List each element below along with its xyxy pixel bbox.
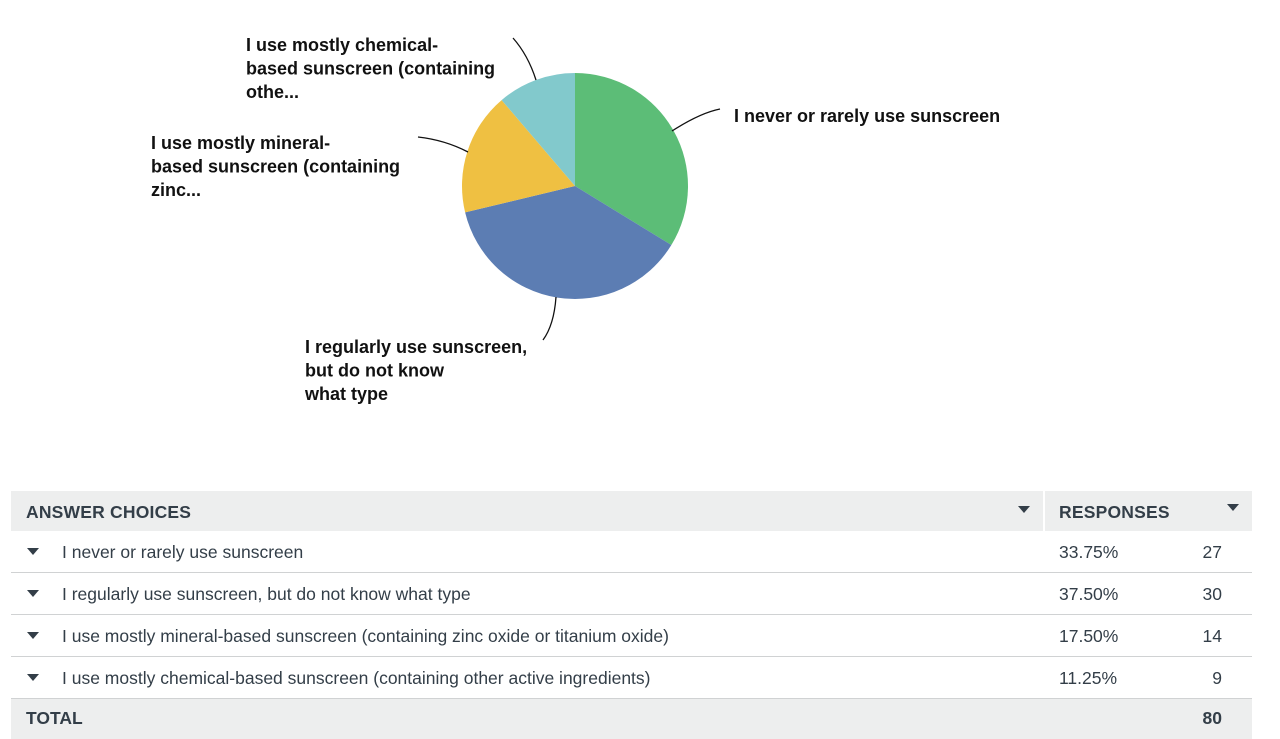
expand-caret-icon[interactable] xyxy=(27,632,39,639)
table-header: ANSWER CHOICES RESPONSES xyxy=(11,491,1252,531)
slice-label-line: I never or rarely use sunscreen xyxy=(734,106,1000,126)
slice-label-line: zinc... xyxy=(151,180,201,200)
response-percent: 11.25% xyxy=(1059,668,1118,688)
slice-label: I regularly use sunscreen, but do not kno… xyxy=(304,337,527,404)
slice-label-line: based sunscreen (containing xyxy=(246,59,495,79)
response-percent: 37.50% xyxy=(1059,584,1119,604)
table-row: I use mostly mineral-based sunscreen (co… xyxy=(11,615,1252,657)
results-table: ANSWER CHOICES RESPONSES I never or rare… xyxy=(11,491,1252,739)
pie-slice[interactable] xyxy=(575,73,689,246)
total-row: TOTAL 80 xyxy=(11,699,1252,739)
slice-label-line: based sunscreen (containing xyxy=(151,157,400,177)
sort-answer-choices-icon[interactable] xyxy=(1018,506,1030,513)
slice-label-line: I use mostly mineral- xyxy=(151,133,330,153)
response-count: 30 xyxy=(1202,584,1222,604)
slice-label: I never or rarely use sunscreen xyxy=(734,106,1000,126)
answer-choice-label: I use mostly chemical-based sunscreen (c… xyxy=(62,668,651,688)
slice-leader-line xyxy=(671,108,721,132)
expand-caret-icon[interactable] xyxy=(27,548,39,555)
answer-choice-label: I never or rarely use sunscreen xyxy=(62,542,304,562)
pie-chart: I never or rarely use sunscreen I regular… xyxy=(151,35,1000,404)
pie-slice[interactable] xyxy=(501,72,575,186)
header-divider xyxy=(1043,491,1045,531)
response-percent: 17.50% xyxy=(1059,626,1119,646)
expand-caret-icon[interactable] xyxy=(27,674,39,681)
slice-label-line: but do not know xyxy=(305,361,445,381)
sort-responses-icon[interactable] xyxy=(1227,504,1239,511)
response-count: 14 xyxy=(1202,626,1222,646)
slice-leader-line xyxy=(417,136,469,153)
header-responses: RESPONSES xyxy=(1059,502,1170,522)
answer-choice-label: I regularly use sunscreen, but do not kn… xyxy=(62,584,471,604)
slice-leader-line xyxy=(542,296,557,341)
slice-label: I use mostly chemical-based sunscreen (c… xyxy=(246,35,495,102)
response-count: 9 xyxy=(1212,668,1222,688)
table-row: I regularly use sunscreen, but do not kn… xyxy=(11,573,1252,615)
table-row: I never or rarely use sunscreen 33.75% 2… xyxy=(11,531,1252,573)
slice-label-line: what type xyxy=(304,384,388,404)
answer-choice-label: I use mostly mineral-based sunscreen (co… xyxy=(62,626,669,646)
pie-slice[interactable] xyxy=(461,100,575,213)
slice-leader-line xyxy=(512,37,537,81)
response-percent: 33.75% xyxy=(1059,542,1119,562)
pie-slice[interactable] xyxy=(465,186,672,300)
table-row: I use mostly chemical-based sunscreen (c… xyxy=(11,657,1252,699)
slice-label: I use mostly mineral-based sunscreen (co… xyxy=(151,133,400,200)
response-count: 27 xyxy=(1202,542,1222,562)
slice-label-line: I regularly use sunscreen, xyxy=(305,337,527,357)
expand-caret-icon[interactable] xyxy=(27,590,39,597)
slice-label-line: othe... xyxy=(246,82,299,102)
header-answer-choices: ANSWER CHOICES xyxy=(26,502,192,522)
slice-label-line: I use mostly chemical- xyxy=(246,35,438,55)
